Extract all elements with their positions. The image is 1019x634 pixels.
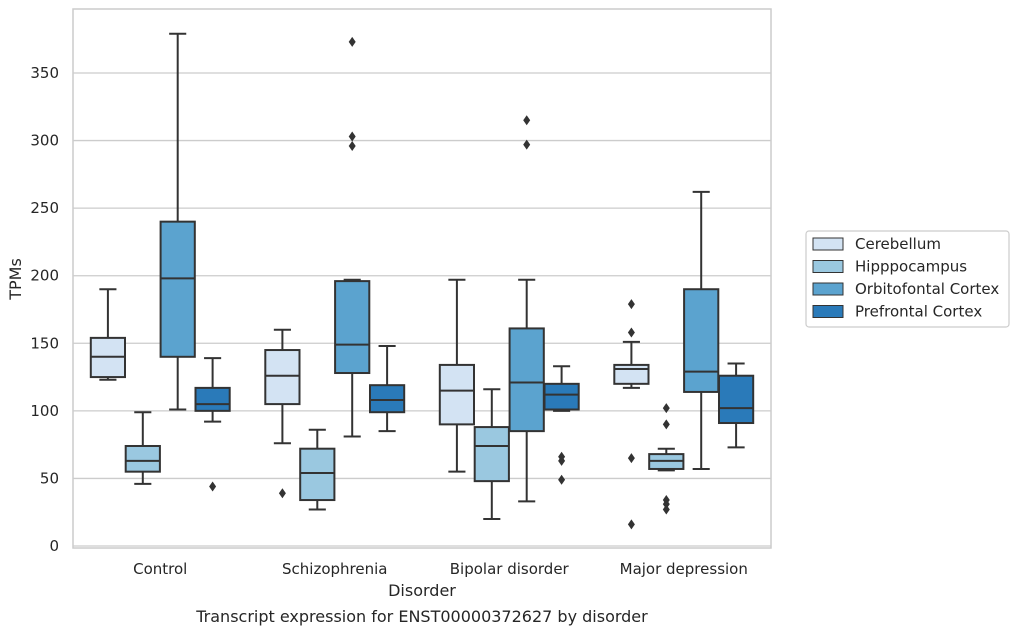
box-iqr: [438, 363, 476, 426]
y-tick-label-150: 150: [30, 334, 59, 352]
box-iqr: [194, 386, 231, 412]
box-3-2: [683, 190, 720, 470]
box-3-3: [717, 362, 755, 449]
outlier-point-0: [627, 299, 635, 310]
legend-swatch-3: [812, 305, 844, 318]
y-tick-label-200: 200: [30, 267, 59, 285]
outlier-point-1: [627, 327, 635, 338]
box-iqr: [613, 363, 650, 385]
box-0-3: [194, 357, 231, 492]
box-1-3: [368, 344, 406, 433]
y-tick-label-250: 250: [30, 199, 59, 217]
box-iqr: [159, 220, 196, 358]
y-tick-label-350: 350: [30, 64, 59, 82]
box-iqr: [717, 374, 755, 425]
legend-label-0: Cerebellum: [855, 235, 941, 253]
outlier-point-0: [278, 488, 286, 499]
x-tick-label-1: Schizophrenia: [282, 560, 387, 578]
figure-caption: Transcript expression for ENST0000037262…: [195, 607, 648, 626]
outlier-point-1: [523, 139, 531, 150]
y-axis-title: TPMs: [6, 258, 25, 301]
legend-label-1: Hipppocampus: [855, 258, 967, 276]
x-tick-label-3: Major depression: [620, 560, 748, 578]
outlier-point-3: [627, 519, 635, 530]
y-tick-label-50: 50: [40, 469, 59, 487]
box-iqr: [299, 447, 336, 502]
y-tick-labels: 0 50 100 150 200 250 300 350: [30, 64, 59, 555]
legend-swatch-1: [812, 260, 844, 273]
box-1-2: [334, 36, 371, 438]
box-iqr: [473, 426, 510, 483]
y-tick-label-300: 300: [30, 132, 59, 150]
legend-frame: [805, 230, 1010, 328]
x-tick-label-2: Bipolar disorder: [450, 560, 570, 578]
outlier-point-0: [523, 115, 531, 126]
outlier-point-1: [558, 455, 566, 466]
legend-label-2: Orbitofontal Cortex: [855, 280, 999, 298]
y-tick-label-100: 100: [30, 402, 59, 420]
legend: Cerebellum Hipppocampus Orbitofontal Corte…: [805, 230, 1010, 328]
outlier-point-4: [662, 504, 670, 515]
box-0-1: [124, 411, 161, 485]
box-3-1: [648, 403, 685, 515]
outlier-point-0: [209, 481, 217, 492]
outlier-point-1: [348, 131, 356, 142]
legend-swatch-0: [812, 237, 844, 251]
x-tick-label-0: Control: [133, 560, 187, 578]
box-0-2: [159, 32, 196, 411]
y-tick-label-0: 0: [49, 537, 59, 555]
legend-label-3: Prefrontal Cortex: [855, 303, 982, 321]
box-3-0: [613, 299, 650, 530]
outlier-point-0: [662, 403, 670, 414]
outlier-point-2: [558, 474, 566, 485]
box-iqr: [543, 382, 580, 411]
box-series: [89, 32, 755, 530]
outlier-point-2: [348, 140, 356, 151]
box-2-3: [543, 365, 580, 485]
box-2-2: [508, 115, 545, 503]
outlier-point-3: [662, 499, 670, 510]
outlier-point-2: [627, 453, 635, 464]
box-iqr: [683, 288, 720, 393]
outlier-point-0: [348, 36, 356, 47]
box-1-1: [299, 428, 336, 511]
box-1-0: [264, 328, 301, 499]
plot-frame: [72, 8, 772, 549]
box-0-0: [89, 288, 127, 381]
legend-swatch-2: [812, 282, 844, 296]
box-iqr: [264, 349, 301, 406]
box-2-0: [438, 278, 476, 473]
x-tick-labels: Control Schizophrenia Bipolar disorder Majo…: [133, 560, 748, 578]
box-iqr: [508, 327, 545, 433]
x-axis-title: Disorder: [388, 581, 456, 600]
box-iqr: [368, 384, 406, 414]
box-iqr: [334, 280, 371, 375]
box-2-1: [473, 388, 510, 520]
box-iqr: [124, 444, 161, 473]
outlier-point-1: [662, 419, 670, 430]
